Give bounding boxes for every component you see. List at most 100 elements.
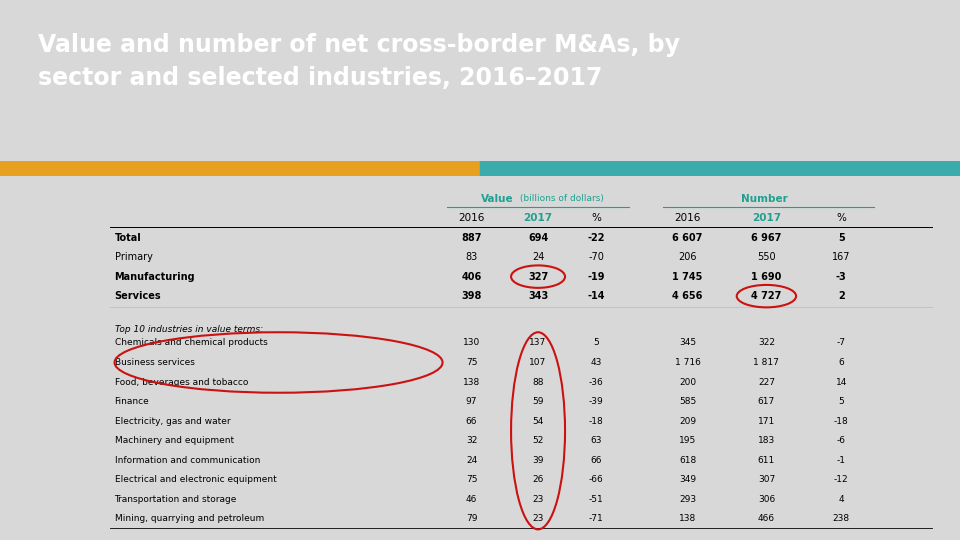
Text: -18: -18 (588, 416, 604, 426)
Text: 200: 200 (679, 377, 696, 387)
Text: 6 967: 6 967 (752, 233, 781, 242)
Text: 2: 2 (838, 291, 845, 301)
Text: 46: 46 (466, 495, 477, 504)
Text: Value: Value (481, 193, 514, 204)
Text: 1 690: 1 690 (752, 272, 781, 282)
Text: Total: Total (114, 233, 141, 242)
Text: 887: 887 (462, 233, 482, 242)
Text: 307: 307 (757, 475, 775, 484)
Text: %: % (836, 213, 846, 223)
Text: Electricity, gas and water: Electricity, gas and water (114, 416, 230, 426)
Text: Value and number of net cross-border M&As, by
sector and selected industries, 20: Value and number of net cross-border M&A… (38, 33, 681, 90)
Text: %: % (591, 213, 601, 223)
Text: 406: 406 (462, 272, 482, 282)
Text: Business services: Business services (114, 358, 195, 367)
Text: 138: 138 (463, 377, 480, 387)
Text: Top 10 industries in value terms:: Top 10 industries in value terms: (114, 325, 263, 334)
Text: Finance: Finance (114, 397, 150, 406)
Text: -18: -18 (834, 416, 849, 426)
Text: 32: 32 (466, 436, 477, 445)
Text: -1: -1 (837, 456, 846, 464)
Text: 322: 322 (757, 339, 775, 347)
Bar (480, 161, 960, 176)
Text: 39: 39 (532, 456, 543, 464)
Text: 43: 43 (590, 358, 602, 367)
Text: 1 716: 1 716 (675, 358, 701, 367)
Text: 167: 167 (832, 252, 851, 262)
Text: -51: -51 (588, 495, 604, 504)
Text: 585: 585 (679, 397, 696, 406)
Text: 1 745: 1 745 (672, 272, 703, 282)
Text: Services: Services (114, 291, 161, 301)
Text: -3: -3 (836, 272, 847, 282)
Text: 6: 6 (838, 358, 844, 367)
Text: 14: 14 (835, 377, 847, 387)
Text: 83: 83 (466, 252, 478, 262)
Text: Mining, quarrying and petroleum: Mining, quarrying and petroleum (114, 514, 264, 523)
Text: 238: 238 (832, 514, 850, 523)
Text: 23: 23 (533, 495, 543, 504)
Text: -39: -39 (588, 397, 604, 406)
Text: 345: 345 (679, 339, 696, 347)
Text: 4: 4 (838, 495, 844, 504)
Text: -66: -66 (588, 475, 604, 484)
Text: 54: 54 (533, 416, 543, 426)
Text: 550: 550 (757, 252, 776, 262)
Text: 5: 5 (838, 397, 844, 406)
Text: Machinery and equipment: Machinery and equipment (114, 436, 233, 445)
Text: 130: 130 (463, 339, 480, 347)
Text: 206: 206 (679, 252, 697, 262)
Text: Chemicals and chemical products: Chemicals and chemical products (114, 339, 267, 347)
Text: Number: Number (741, 193, 788, 204)
Text: 4 727: 4 727 (752, 291, 781, 301)
Text: 617: 617 (757, 397, 775, 406)
Text: 2016: 2016 (459, 213, 485, 223)
Text: -70: -70 (588, 252, 604, 262)
Text: 137: 137 (529, 339, 546, 347)
Text: 4 656: 4 656 (672, 291, 703, 301)
Text: 75: 75 (466, 358, 477, 367)
Text: 79: 79 (466, 514, 477, 523)
Text: 6 607: 6 607 (672, 233, 703, 242)
Text: -7: -7 (837, 339, 846, 347)
Text: 694: 694 (528, 233, 548, 242)
Text: 195: 195 (679, 436, 696, 445)
Text: Information and communication: Information and communication (114, 456, 260, 464)
Text: Manufacturing: Manufacturing (114, 272, 195, 282)
Text: 2016: 2016 (674, 213, 701, 223)
Text: 349: 349 (679, 475, 696, 484)
Text: 611: 611 (757, 456, 775, 464)
Text: 138: 138 (679, 514, 696, 523)
Text: 171: 171 (757, 416, 775, 426)
Text: 5: 5 (593, 339, 599, 347)
Text: 618: 618 (679, 456, 696, 464)
Text: 63: 63 (590, 436, 602, 445)
Text: -71: -71 (588, 514, 604, 523)
Text: 59: 59 (532, 397, 543, 406)
Text: 66: 66 (590, 456, 602, 464)
Text: 23: 23 (533, 514, 543, 523)
Bar (0, 161, 480, 176)
Text: 327: 327 (528, 272, 548, 282)
Text: 24: 24 (532, 252, 544, 262)
Text: 97: 97 (466, 397, 477, 406)
Text: Primary: Primary (114, 252, 153, 262)
Text: 88: 88 (532, 377, 543, 387)
Text: (billions of dollars): (billions of dollars) (517, 194, 604, 203)
Text: 107: 107 (529, 358, 546, 367)
Text: 26: 26 (533, 475, 543, 484)
Text: Transportation and storage: Transportation and storage (114, 495, 237, 504)
Text: 293: 293 (679, 495, 696, 504)
Text: 209: 209 (679, 416, 696, 426)
Text: -12: -12 (834, 475, 849, 484)
Text: Food, beverages and tobacco: Food, beverages and tobacco (114, 377, 248, 387)
Text: -14: -14 (588, 291, 605, 301)
Text: -22: -22 (588, 233, 605, 242)
Text: 75: 75 (466, 475, 477, 484)
Text: -6: -6 (837, 436, 846, 445)
Text: -36: -36 (588, 377, 604, 387)
Text: 5: 5 (838, 233, 845, 242)
Text: Electrical and electronic equipment: Electrical and electronic equipment (114, 475, 276, 484)
Text: 2017: 2017 (523, 213, 553, 223)
Text: 343: 343 (528, 291, 548, 301)
